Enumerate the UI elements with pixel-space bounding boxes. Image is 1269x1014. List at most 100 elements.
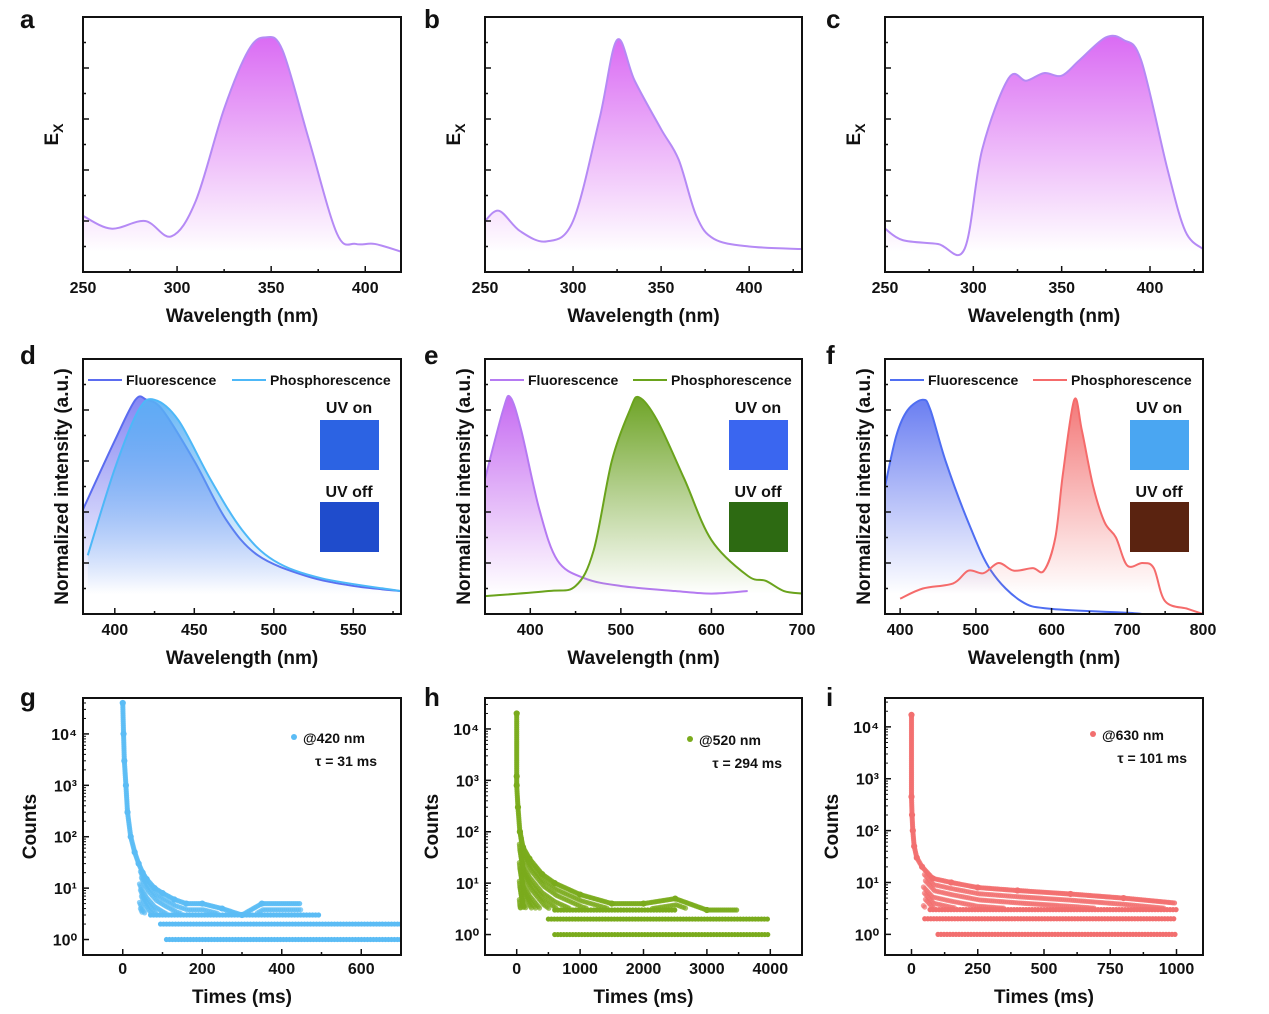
y-tick-label: 10² (456, 825, 479, 842)
data-point (1171, 900, 1178, 906)
panel-letter: d (20, 340, 36, 370)
series-fill-phosphorescence (485, 396, 802, 614)
x-tick-label: 400 (517, 622, 544, 639)
x-tick-label: 1000 (1159, 961, 1195, 978)
x-tick-label: 250 (964, 961, 991, 978)
panel-c: c 250 300 350 400 Wavelength (nm) EX (826, 4, 1204, 327)
series-fill-spectrum (885, 35, 1203, 272)
series-line-spectrum (83, 35, 401, 253)
inset-photo (320, 420, 379, 470)
data-point (127, 833, 134, 840)
data-point (151, 885, 158, 892)
x-tick-label: 500 (963, 622, 990, 639)
x-tick-label: 400 (268, 961, 295, 978)
legend-label: Phosphorescence (671, 372, 792, 388)
legend-label: Phosphorescence (1071, 372, 1192, 388)
plot-area (83, 395, 401, 614)
data-point-level (764, 916, 771, 922)
data-point (258, 900, 265, 907)
x-tick-label: 350 (1048, 280, 1075, 297)
data-point (119, 699, 126, 707)
y-tick-label: 10⁴ (453, 722, 479, 739)
x-tick-label: 600 (698, 622, 725, 639)
y-axis-label: Normalized intensity (a.u.) (854, 368, 875, 604)
panel-letter: i (826, 682, 833, 712)
x-tick-label: 450 (181, 622, 208, 639)
lifetime-annotation: τ = 294 ms (712, 755, 782, 771)
data-point (538, 870, 546, 878)
x-tick-label: 400 (101, 622, 128, 639)
panel-d: d 400 450 500 550 Wavelength (nm) Normalized i… (20, 340, 402, 669)
y-tick-label: 10⁴ (51, 727, 77, 744)
x-tick-label: 0 (907, 961, 916, 978)
data-point (911, 843, 918, 850)
panel-letter: f (826, 340, 835, 370)
y-tick-label: 10⁰ (53, 933, 78, 950)
plot-area (485, 38, 802, 272)
series-line-phosphorescence (899, 397, 1203, 614)
panel-letter: b (424, 4, 440, 34)
plot-area (119, 699, 401, 943)
data-point (908, 793, 915, 800)
y-axis-label-main: E (844, 133, 865, 146)
panel-f: f 400 500 600 700 800 Wavelength (nm) Normalize… (826, 340, 1216, 669)
data-point (948, 879, 955, 886)
data-point (523, 905, 529, 911)
y-axis-label-sub: X (50, 123, 66, 133)
legend-label: @630 nm (1102, 727, 1164, 743)
panel-letter: e (424, 340, 438, 370)
data-point (929, 875, 936, 882)
x-tick-label: 400 (1137, 280, 1164, 297)
x-tick-label: 600 (348, 961, 375, 978)
data-point (513, 710, 520, 717)
data-point (297, 901, 303, 907)
data-point (298, 907, 304, 913)
data-point (135, 860, 142, 867)
lifetime-annotation: τ = 31 ms (315, 753, 377, 769)
data-point (1120, 894, 1127, 902)
inset-label: UV off (1135, 484, 1183, 501)
y-axis-label: EX (42, 123, 66, 146)
panel-letter: g (20, 682, 36, 712)
x-tick-label: 0 (512, 961, 521, 978)
data-point (142, 910, 148, 916)
plot-area (485, 394, 802, 614)
series-line-spectrum (485, 38, 802, 251)
x-axis-label: Wavelength (nm) (968, 648, 1120, 669)
data-point (519, 844, 527, 851)
data-point (546, 905, 552, 911)
data-point (513, 773, 520, 780)
x-tick-label: 400 (352, 280, 379, 297)
data-point-level (1171, 916, 1177, 922)
x-tick-label: 350 (258, 280, 285, 297)
inset-label: UV on (735, 400, 781, 417)
x-tick-label: 700 (789, 622, 816, 639)
y-tick-label: 10³ (456, 773, 479, 790)
x-tick-label: 350 (648, 280, 675, 297)
x-axis-label: Wavelength (nm) (166, 648, 318, 669)
panel-a: a 250 300 350 400 Wavelength (nm) EX (20, 4, 402, 327)
x-tick-label: 500 (608, 622, 635, 639)
panel-g: g @420 nm τ = 31 ms 10⁰ 10¹ 10² 10³ 10⁴ 0 200 400 6… (20, 682, 402, 1008)
y-axis-label-main: E (444, 133, 465, 146)
panel-h: h @520 nm τ = 294 ms 10⁰ 10¹ 10² 10³ 10⁴ 0 1000 20… (422, 682, 803, 1008)
y-tick-label: 10⁰ (455, 928, 480, 945)
x-tick-label: 500 (260, 622, 287, 639)
legend-label: @420 nm (303, 730, 365, 746)
series-fill-phosphorescence (87, 399, 401, 614)
data-point (513, 782, 520, 789)
data-point-level (765, 931, 771, 938)
inset-photo (1130, 420, 1189, 470)
data-point (734, 907, 740, 913)
data-point (121, 757, 128, 764)
series-fill-fluorescence (885, 399, 1143, 614)
legend-label: @520 nm (699, 732, 761, 748)
y-tick-label: 10² (856, 824, 879, 841)
x-axis-label: Wavelength (nm) (968, 306, 1120, 327)
x-tick-label: 4000 (753, 961, 789, 978)
plot-area (513, 710, 771, 938)
y-tick-label: 10¹ (54, 881, 77, 898)
data-point (526, 855, 533, 862)
y-axis-label: Normalized intensity (a.u.) (454, 368, 475, 604)
